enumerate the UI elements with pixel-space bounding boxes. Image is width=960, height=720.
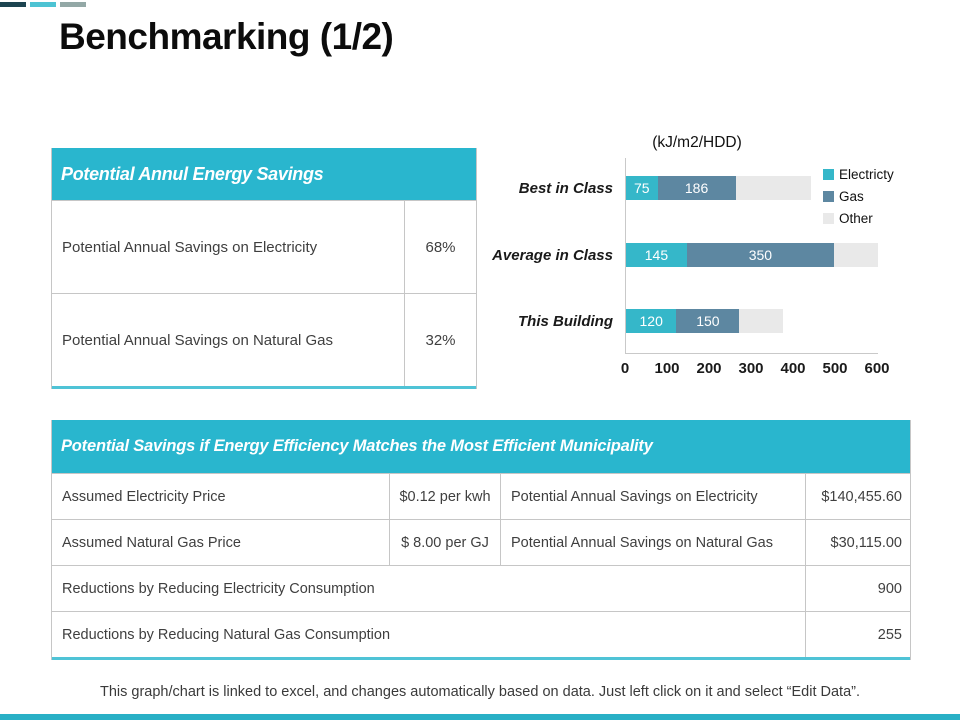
cell-value: 255 [805,612,910,657]
x-tick-label: 500 [822,360,848,377]
efficiency-table: Potential Savings if Energy Efficiency M… [51,420,911,660]
cell-label: Potential Annual Savings on Electricity [500,474,805,519]
legend-swatch-icon [823,213,834,224]
cell-label: Reductions by Reducing Natural Gas Consu… [62,626,391,643]
cell-label: Potential Annual Savings on Natural Gas [500,520,805,565]
cell-value: $ 8.00 per GJ [389,520,500,565]
footer-note: This graph/chart is linked to excel, and… [99,684,861,700]
bar-segment-electricty: 75 [626,176,658,200]
cell-label: Reductions by Reducing Electricity Consu… [62,580,375,597]
accent-dash-cyan [30,2,56,7]
table-row: Reductions by Reducing Electricity Consu… [52,565,910,611]
legend-label: Other [839,211,873,226]
legend-item-other: Other [823,211,894,226]
bar-segment-gas: 150 [676,309,740,333]
row-value: 32% [404,294,476,386]
x-tick-label: 300 [738,360,764,377]
cell-value: $140,455.60 [805,474,910,519]
legend-label: Gas [839,189,864,204]
x-tick-label: 100 [654,360,680,377]
page-title: Benchmarking (1/2) [59,16,394,57]
bar-segment-other [739,309,784,333]
cell-value: $30,115.00 [805,520,910,565]
accent-dash-dark [0,2,26,7]
chart-plot: 75 186 145 350 120 150 [625,158,878,354]
bottom-accent-bar [0,714,960,720]
table-bottom-accent [52,386,476,389]
row-label: Potential Annual Savings on Electricity [62,238,318,256]
legend-item-gas: Gas [823,189,894,204]
legend-item-electricty: Electricty [823,167,894,182]
savings-table: Potential Annul Energy Savings Potential… [51,148,477,389]
cell-label: Assumed Electricity Price [62,488,226,505]
cell-value: $0.12 per kwh [389,474,500,519]
bar-segment-electricty: 145 [626,243,687,267]
legend-label: Electricty [839,167,894,182]
bar-segment-gas: 350 [686,243,834,267]
x-tick-label: 400 [780,360,806,377]
savings-table-header: Potential Annul Energy Savings [52,148,476,200]
legend-swatch-icon [823,169,834,180]
cell-value: 900 [805,566,910,611]
chart-x-axis: 0 100 200 300 400 500 600 [621,360,890,380]
bar-segment-electricty: 120 [626,309,677,333]
cell-label: Assumed Natural Gas Price [62,534,241,551]
table-row: Assumed Natural Gas Price $ 8.00 per GJ … [52,519,910,565]
legend-swatch-icon [823,191,834,202]
bar-segment-other [833,243,878,267]
category-label: Best in Class [518,180,613,197]
efficiency-table-header: Potential Savings if Energy Efficiency M… [52,420,910,473]
table-row: Potential Annual Savings on Electricity … [52,200,476,293]
bar-segment-other [735,176,812,200]
row-value: 68% [404,201,476,293]
chart-title: (kJ/m2/HDD) [652,134,742,151]
x-tick-label: 0 [620,360,630,377]
table-bottom-accent [52,657,910,660]
category-label: Average in Class [492,247,613,264]
chart-legend: Electricty Gas Other [823,167,894,233]
table-row: Reductions by Reducing Natural Gas Consu… [52,611,910,657]
x-tick-label: 600 [864,360,890,377]
table-row: Potential Annual Savings on Natural Gas … [52,293,476,386]
table-row: Assumed Electricity Price $0.12 per kwh … [52,473,910,519]
bar-segment-gas: 186 [657,176,736,200]
category-label: This Building [518,313,613,330]
chart-categories: Best in Class Average in Class This Buildi… [470,158,613,353]
accent-dash-gray [60,2,86,7]
x-tick-label: 200 [696,360,722,377]
row-label: Potential Annual Savings on Natural Gas [62,331,334,349]
